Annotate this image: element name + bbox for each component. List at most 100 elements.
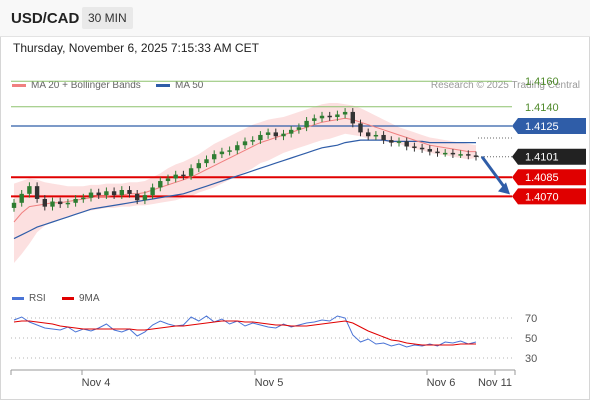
level-tag-label: 1.4101 [525, 152, 559, 164]
legend-rsi: RSI [12, 293, 46, 304]
candle [335, 114, 340, 118]
candle [450, 152, 456, 155]
rsi-line [13, 315, 477, 348]
candle [258, 134, 263, 141]
level-lines [11, 80, 512, 198]
forecast-arrowhead [498, 182, 510, 195]
candle [435, 151, 440, 154]
candle [104, 191, 109, 196]
rsi-9ma-line [13, 320, 476, 346]
candle [281, 133, 286, 137]
legend-rsi-swatch [12, 296, 24, 300]
candle [350, 111, 355, 124]
candle [250, 140, 255, 142]
candle [173, 174, 178, 179]
candle [458, 154, 463, 156]
level-label: 1.4160 [525, 76, 559, 88]
candle [289, 129, 294, 134]
candle [181, 174, 186, 177]
candle [96, 192, 101, 196]
candle [396, 141, 402, 143]
candle [142, 195, 148, 201]
x-axis-label: Nov 6 [427, 377, 456, 389]
level-tag [512, 169, 586, 186]
timeframe-badge[interactable]: 30 MIN [82, 7, 133, 29]
candle [196, 163, 201, 169]
bollinger-band [14, 103, 476, 263]
candle [65, 202, 71, 205]
candle [165, 178, 171, 182]
candle [150, 187, 155, 196]
forecast-arrow [480, 155, 508, 191]
candle [158, 181, 163, 188]
candle [319, 115, 325, 119]
candle [135, 193, 140, 201]
candle [127, 190, 132, 194]
candle [419, 147, 425, 150]
legend-ma50-swatch [156, 83, 170, 87]
candle [443, 152, 448, 155]
legend-ma50: MA 50 [156, 80, 203, 91]
symbol-title: USD/CAD [11, 10, 80, 27]
candle [58, 201, 63, 205]
x-axis-label: Nov 11 [478, 377, 512, 389]
level-tag-label: 1.4125 [525, 121, 559, 133]
level-tag-label: 1.4070 [525, 191, 559, 203]
legend-rsi-label: RSI [29, 293, 46, 304]
candle [358, 123, 363, 133]
candle [50, 201, 55, 207]
candle [219, 151, 225, 155]
candle [111, 191, 117, 196]
candles [11, 108, 479, 212]
candle [373, 134, 379, 137]
legend-9ma-label: 9MA [79, 293, 100, 304]
candle [273, 132, 278, 137]
candle [473, 155, 479, 157]
candle [227, 150, 232, 152]
candle [404, 141, 409, 147]
candle [312, 118, 317, 121]
legend-ma20-bollinger: MA 20 + Bollinger Bands [12, 80, 141, 91]
candle [27, 186, 32, 194]
x-axis-label: Nov 5 [255, 377, 284, 389]
candle [42, 198, 47, 207]
level-tag-label: 1.4085 [525, 172, 559, 184]
copyright-text: Research © 2025 Trading Central [430, 80, 580, 91]
candle [466, 154, 471, 156]
x-axis: Nov 4 Nov 5 Nov 6 Nov 11 [10, 369, 516, 389]
candle [242, 141, 248, 146]
candle [119, 190, 124, 196]
level-tag [512, 148, 586, 165]
legend-9ma-swatch [62, 296, 74, 300]
candle [188, 168, 194, 176]
candle [11, 202, 17, 208]
chart-header: USD/CAD 30 MIN [0, 0, 590, 37]
candle [412, 146, 417, 148]
candle [342, 111, 348, 115]
candle [427, 149, 432, 152]
candle [204, 159, 209, 164]
rsi-tick-label: 70 [525, 313, 537, 325]
candle [389, 140, 394, 143]
candle [265, 132, 271, 135]
candle [19, 193, 24, 203]
candle [366, 132, 371, 137]
candle [34, 186, 40, 199]
legend-9ma: 9MA [62, 293, 100, 304]
candle [381, 134, 386, 141]
candle [304, 120, 309, 128]
candle [88, 192, 94, 198]
price-tags: 1.4160 1.4140 1.4125 1.4101 1.4085 1.4070 [512, 76, 586, 205]
legend-ma20-label: MA 20 + Bollinger Bands [31, 80, 141, 91]
level-label: 1.4140 [525, 102, 559, 114]
candle [235, 145, 240, 151]
level-tag [512, 188, 586, 205]
rsi-tick-label: 50 [525, 333, 537, 345]
candle [81, 197, 86, 200]
candle [327, 115, 332, 118]
legend-ma50-label: MA 50 [175, 80, 204, 91]
candle [296, 127, 302, 130]
timestamp: Thursday, November 6, 2025 7:15:33 AM CE… [13, 41, 259, 55]
rsi-tick-label: 30 [525, 353, 537, 365]
